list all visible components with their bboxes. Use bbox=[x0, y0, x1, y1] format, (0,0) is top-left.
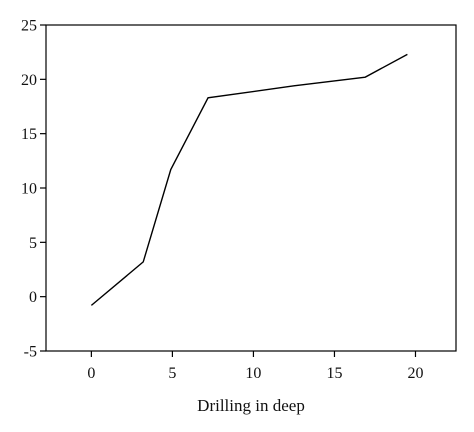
x-tick-label: 20 bbox=[407, 365, 423, 382]
y-tick-label: 10 bbox=[21, 181, 37, 198]
y-tick-label: 25 bbox=[21, 18, 37, 35]
y-tick-label: 20 bbox=[21, 72, 37, 89]
plot-frame bbox=[45, 24, 457, 352]
y-tick-label: 15 bbox=[21, 126, 37, 143]
x-tick-label: 10 bbox=[245, 365, 261, 382]
series-line bbox=[90, 53, 408, 306]
y-tick-label: -5 bbox=[24, 344, 37, 361]
y-axis: -5 0 5 10 15 20 25 bbox=[21, 18, 46, 361]
series-group bbox=[90, 53, 408, 306]
x-tick-label: 0 bbox=[87, 365, 95, 382]
x-tick-label: 15 bbox=[326, 365, 342, 382]
x-axis: 0 5 10 15 20 bbox=[87, 351, 423, 382]
x-tick-label: 5 bbox=[168, 365, 176, 382]
x-axis-title: Drilling in deep bbox=[197, 396, 305, 415]
y-tick-label: 0 bbox=[29, 289, 37, 306]
y-tick-label: 5 bbox=[29, 235, 37, 252]
